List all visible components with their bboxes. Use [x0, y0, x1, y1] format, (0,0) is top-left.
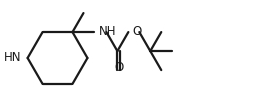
Text: O: O — [132, 25, 142, 38]
Text: HN: HN — [4, 52, 22, 64]
Text: NH: NH — [98, 25, 116, 38]
Text: O: O — [114, 61, 123, 74]
